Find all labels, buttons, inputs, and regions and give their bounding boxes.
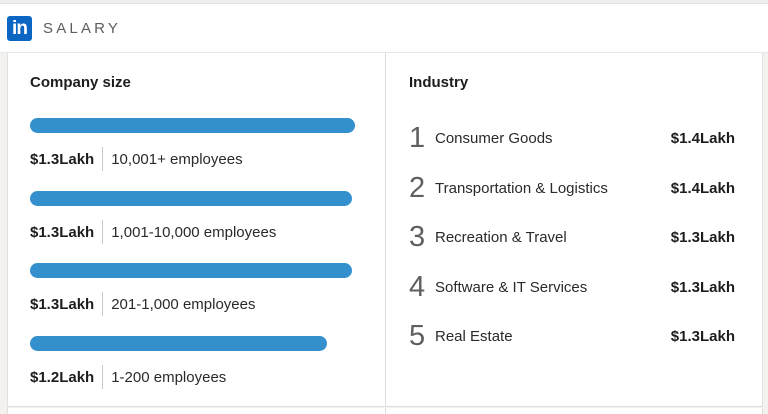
separator [102, 292, 104, 316]
size-label: 201-1,000 employees [111, 295, 256, 313]
size-salary-value: $1.2Lakh [30, 368, 95, 386]
column-divider [385, 408, 386, 414]
industry-name: Real Estate [435, 327, 513, 345]
industry-row: 3 Recreation & Travel $1.3Lakh [409, 220, 735, 254]
page-title: SALARY [43, 19, 122, 37]
industry-row: 5 Real Estate $1.3Lakh [409, 319, 735, 353]
separator [102, 220, 104, 244]
industry-name: Software & IT Services [435, 278, 588, 296]
size-label: 10,001+ employees [111, 150, 243, 168]
linkedin-logo-icon[interactable]: in [7, 15, 32, 41]
separator [102, 365, 104, 389]
salary-bar [30, 263, 352, 278]
industry-salary: $1.3Lakh [670, 228, 735, 246]
industry-rank: 4 [409, 271, 426, 303]
size-salary-value: $1.3Lakh [30, 295, 95, 313]
size-label: 1-200 employees [111, 368, 227, 386]
industry-row: 1 Consumer Goods $1.4Lakh [409, 121, 735, 155]
industry-title: Industry [409, 74, 469, 91]
industry-rank: 1 [409, 122, 426, 154]
size-label: 1,001-10,000 employees [111, 223, 277, 241]
industry-rank: 5 [409, 320, 426, 352]
salary-bar [30, 118, 355, 133]
industry-name: Recreation & Travel [435, 228, 567, 246]
industry-name: Consumer Goods [435, 129, 553, 147]
company-size-item: $1.3Lakh 10,001+ employees [30, 118, 370, 171]
industry-salary: $1.4Lakh [670, 179, 735, 197]
industry-salary: $1.4Lakh [670, 129, 735, 147]
salary-panels: Company size $1.3Lakh 10,001+ employees … [7, 53, 763, 407]
industry-rank: 3 [409, 221, 426, 253]
size-salary-value: $1.3Lakh [30, 150, 95, 168]
industry-salary: $1.3Lakh [670, 278, 735, 296]
industry-row: 4 Software & IT Services $1.3Lakh [409, 270, 735, 304]
salary-bar [30, 191, 352, 206]
salary-header: in SALARY [0, 4, 768, 53]
industry-name: Transportation & Logistics [435, 179, 608, 197]
company-size-item: $1.3Lakh 201-1,000 employees [30, 263, 370, 316]
company-size-item: $1.3Lakh 1,001-10,000 employees [30, 191, 370, 244]
salary-bar [30, 336, 327, 351]
company-size-item: $1.2Lakh 1-200 employees [30, 336, 370, 389]
industry-panel: Industry 1 Consumer Goods $1.4Lakh 2 Tra… [386, 53, 762, 406]
size-salary-value: $1.3Lakh [30, 223, 95, 241]
salary-content: Company size $1.3Lakh 10,001+ employees … [0, 53, 768, 414]
industry-salary: $1.3Lakh [670, 327, 735, 345]
next-section-edge [7, 408, 763, 414]
industry-row: 2 Transportation & Logistics $1.4Lakh [409, 171, 735, 205]
separator [102, 147, 104, 171]
company-size-title: Company size [30, 74, 131, 91]
company-size-panel: Company size $1.3Lakh 10,001+ employees … [8, 53, 386, 406]
industry-rank: 2 [409, 172, 426, 204]
top-divider [0, 0, 768, 4]
